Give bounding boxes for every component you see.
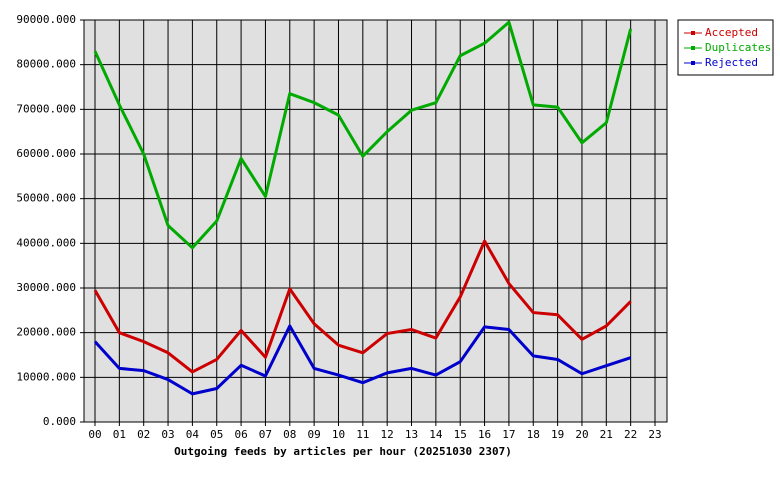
x-tick-label: 09 [308,428,321,441]
y-tick-label: 0.000 [43,415,76,428]
legend-marker [691,61,695,65]
x-tick-label: 05 [210,428,223,441]
y-tick-label: 60000.000 [16,147,76,160]
legend-marker [691,31,695,35]
series-line [93,20,633,250]
x-tick-label: 13 [405,428,418,441]
x-tick-label: 14 [429,428,443,441]
series-line [93,324,632,396]
x-tick-label: 17 [502,428,515,441]
x-axis-label: Outgoing feeds by articles per hour (202… [174,445,512,458]
x-tick-label: 04 [186,428,200,441]
legend-label: Duplicates [705,41,771,54]
y-tick-label: 80000.000 [16,58,76,71]
plot-area [83,19,668,423]
x-tick-label: 16 [478,428,491,441]
x-tick-label: 03 [161,428,174,441]
x-tick-label: 08 [283,428,296,441]
x-tick-label: 07 [259,428,272,441]
x-tick-label: 22 [624,428,637,441]
y-tick-label: 40000.000 [16,236,76,249]
x-tick-label: 23 [648,428,661,441]
y-tick-label: 20000.000 [16,326,76,339]
legend-label: Accepted [705,26,758,39]
series-line [93,239,632,374]
legend-marker [691,46,695,50]
x-tick-label: 06 [234,428,247,441]
x-tick-label: 21 [600,428,613,441]
x-tick-label: 01 [113,428,126,441]
x-tick-label: 18 [527,428,540,441]
y-tick-label: 70000.000 [16,102,76,115]
x-tick-label: 10 [332,428,345,441]
legend-label: Rejected [705,56,758,69]
x-tick-label: 12 [381,428,394,441]
y-tick-label: 30000.000 [16,281,76,294]
x-tick-label: 19 [551,428,564,441]
y-tick-label: 90000.000 [16,13,76,26]
x-tick-label: 02 [137,428,150,441]
y-tick-label: 50000.000 [16,192,76,205]
y-tick-label: 10000.000 [16,370,76,383]
x-tick-label: 20 [575,428,588,441]
x-tick-label: 00 [88,428,101,441]
x-tick-label: 15 [454,428,467,441]
x-tick-label: 11 [356,428,369,441]
